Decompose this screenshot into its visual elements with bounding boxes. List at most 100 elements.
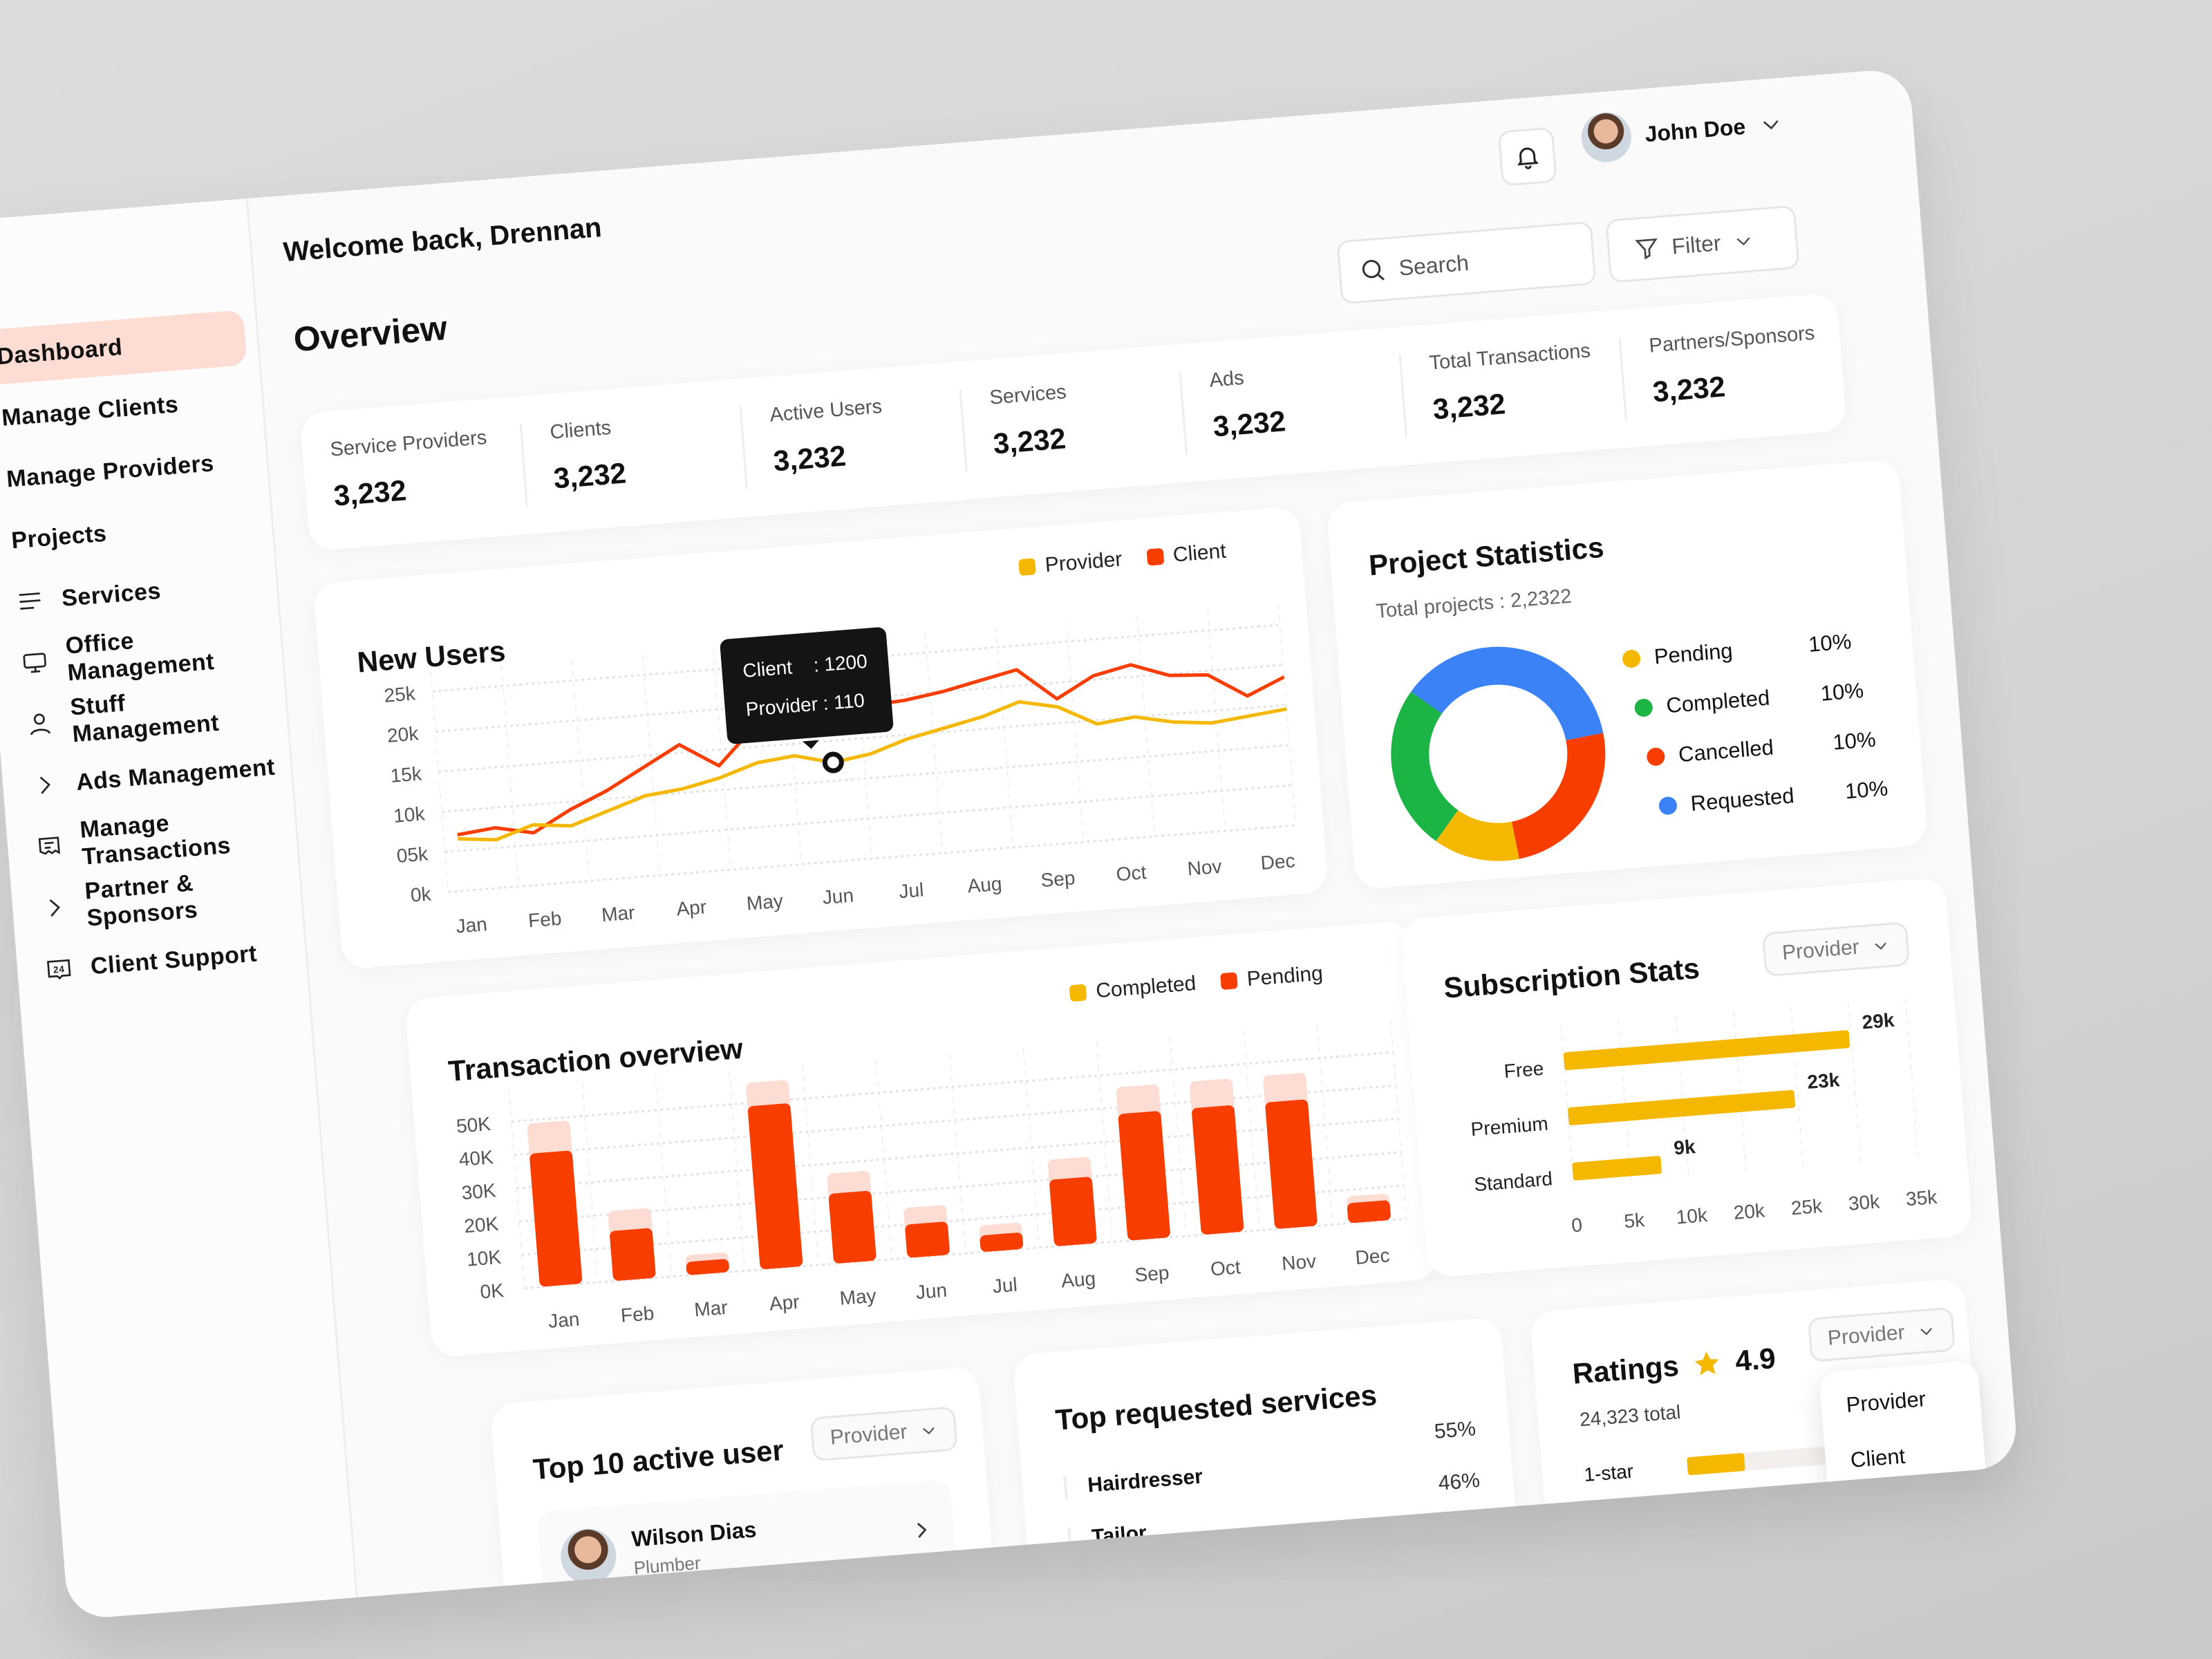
chevron-right-icon [917, 1522, 927, 1538]
user-icon [25, 709, 55, 739]
category-label: Standard [1473, 1168, 1553, 1195]
project-statistics-card: Project Statistics Total projects : 2,23… [1326, 458, 1929, 890]
grid-line [1243, 1030, 1260, 1230]
transactions-chart: 0K 10K 20K 30K 40K 50K Jan Feb Mar Apr May Jun Jul Au… [456, 1018, 1407, 1332]
subscription-dropdown[interactable]: Provider [1761, 921, 1910, 977]
grid-line [1136, 615, 1155, 837]
grid-line [1277, 604, 1297, 825]
stat-item: Service Providers 3,232 [301, 424, 525, 523]
user-menu[interactable]: John Doe [1580, 99, 1785, 165]
new-users-legend: Provider Client [1018, 540, 1227, 579]
sidebar-item-client-support[interactable]: 24 Client Support [15, 923, 295, 1000]
x-tick-label: Jan [455, 913, 487, 937]
x-tick-label: May [839, 1285, 877, 1309]
grid-line [713, 649, 731, 870]
stat-value: 3,232 [1212, 404, 1287, 443]
sidebar-item-services[interactable]: Services [0, 555, 267, 632]
hover-marker [822, 751, 844, 774]
stat-label: Partners/Sponsors [1648, 321, 1816, 357]
filter-label: Filter [1671, 229, 1722, 259]
top-users-dropdown[interactable]: Provider [809, 1406, 958, 1462]
legend-completed: Completed 10% [1633, 678, 1864, 721]
bar-completed-apr [747, 1103, 803, 1270]
grid-line [1560, 1024, 1575, 1190]
grid-line [655, 1076, 672, 1277]
support-24-icon: 24 [44, 954, 74, 984]
project-stats-subtitle: Total projects : 2,2322 [1375, 585, 1573, 623]
sidebar-item-ads-management[interactable]: Ads Management [1, 739, 281, 816]
sidebar-item-manage-transactions[interactable]: Manage Transactions [6, 800, 285, 877]
x-tick-label: Jun [915, 1280, 948, 1303]
legend-completed: Completed [1069, 972, 1197, 1005]
legend-value: 10% [1819, 677, 1865, 706]
grid-line [995, 627, 1014, 848]
grid-line [444, 784, 1293, 853]
bar-completed-jul [980, 1232, 1024, 1252]
avatar [1580, 110, 1633, 165]
y-tick-label: 50K [456, 1113, 491, 1137]
notifications-button[interactable] [1497, 126, 1557, 187]
subscription-stats-card: Subscription Stats Provider 0 5k 10k 20k 25k… [1400, 877, 1974, 1278]
service-value: 46% [1437, 1469, 1481, 1495]
ratings-dropdown[interactable]: Provider [1807, 1306, 1956, 1362]
data-label: 23k [1806, 1069, 1840, 1093]
legend-value: 10% [1807, 629, 1853, 657]
list-icon [15, 586, 45, 616]
stat-item: Partners/Sponsors 3,232 [1618, 320, 1846, 420]
ratings-card: Ratings 4.9 24,323 total Provider 1-star… [1529, 1278, 1987, 1540]
user-list-item[interactable]: Wilson Dias Plumber [536, 1479, 958, 1609]
legend-label: Pending [1653, 638, 1734, 669]
legend-client: Client [1146, 540, 1227, 570]
grid-line [448, 824, 1296, 893]
sidebar-item-label: Office Management [64, 628, 216, 686]
data-label: 9k [1673, 1136, 1696, 1159]
grid-line [1170, 1036, 1187, 1237]
y-tick-label: 20K [463, 1213, 499, 1237]
grid-line [572, 660, 590, 881]
y-tick-label: 0K [479, 1280, 505, 1303]
chart-tooltip: Client : 1200 Provider : 110 [719, 626, 894, 744]
project-donut-chart [1391, 646, 1606, 861]
page-title: Overview [292, 308, 449, 359]
grid-line [516, 1118, 1399, 1190]
sidebar-item-stuff-management[interactable]: Stuff Management [0, 677, 276, 754]
grid-line [1066, 621, 1085, 843]
filter-button[interactable]: Filter [1605, 205, 1800, 283]
sidebar: Dashboard Manage Clients Manage Providers P… [0, 198, 358, 1620]
legend-dot [1658, 796, 1678, 816]
grid-line [1848, 1002, 1862, 1168]
search-input[interactable]: Search [1336, 221, 1597, 305]
x-tick-label: Sep [1134, 1262, 1170, 1286]
sidebar-item-partner-sponsors[interactable]: Partner & Sponsors [10, 862, 290, 939]
x-tick-label: Aug [966, 873, 1002, 897]
grid-line [524, 1217, 1407, 1290]
search-icon [1362, 260, 1385, 281]
bar-completed-may [828, 1190, 877, 1264]
x-tick-label: Sep [1040, 867, 1076, 891]
menu-item-client[interactable]: Client [1849, 1443, 1906, 1472]
sidebar-item-office-management[interactable]: Office Management [0, 617, 272, 693]
rating-fill [1687, 1452, 1745, 1476]
stat-label: Ads [1208, 366, 1245, 392]
y-tick-label: 15k [390, 762, 423, 787]
service-label: Tailor [1091, 1521, 1147, 1549]
legend-dot [1633, 697, 1653, 718]
new-users-chart: 0k 05k 10k 15k 20k 25k Jan Feb Mar Apr May Jun Jul Au… [383, 604, 1297, 937]
legend-cancelled: Cancelled 10% [1646, 727, 1877, 769]
rating-row: 2-star 43% [1587, 1468, 1975, 1540]
x-tick-label: Aug [1060, 1268, 1096, 1292]
grid-line [430, 671, 449, 892]
rating-label: 1-star [1583, 1460, 1635, 1486]
x-tick-label: Nov [1281, 1250, 1317, 1275]
star-icon [1694, 1351, 1719, 1376]
sidebar-item-label: Manage Providers [6, 449, 215, 493]
legend-requested: Requested 10% [1658, 776, 1888, 818]
grid-line [500, 666, 520, 887]
sidebar-item-label: Manage Clients [1, 391, 180, 431]
grid-line [1096, 1042, 1113, 1242]
grid-line [518, 1151, 1402, 1223]
grid-line [1790, 1006, 1805, 1172]
legend-value: 10% [1844, 776, 1889, 804]
data-label: 29k [1861, 1009, 1895, 1033]
x-tick-label: Oct [1210, 1256, 1241, 1280]
